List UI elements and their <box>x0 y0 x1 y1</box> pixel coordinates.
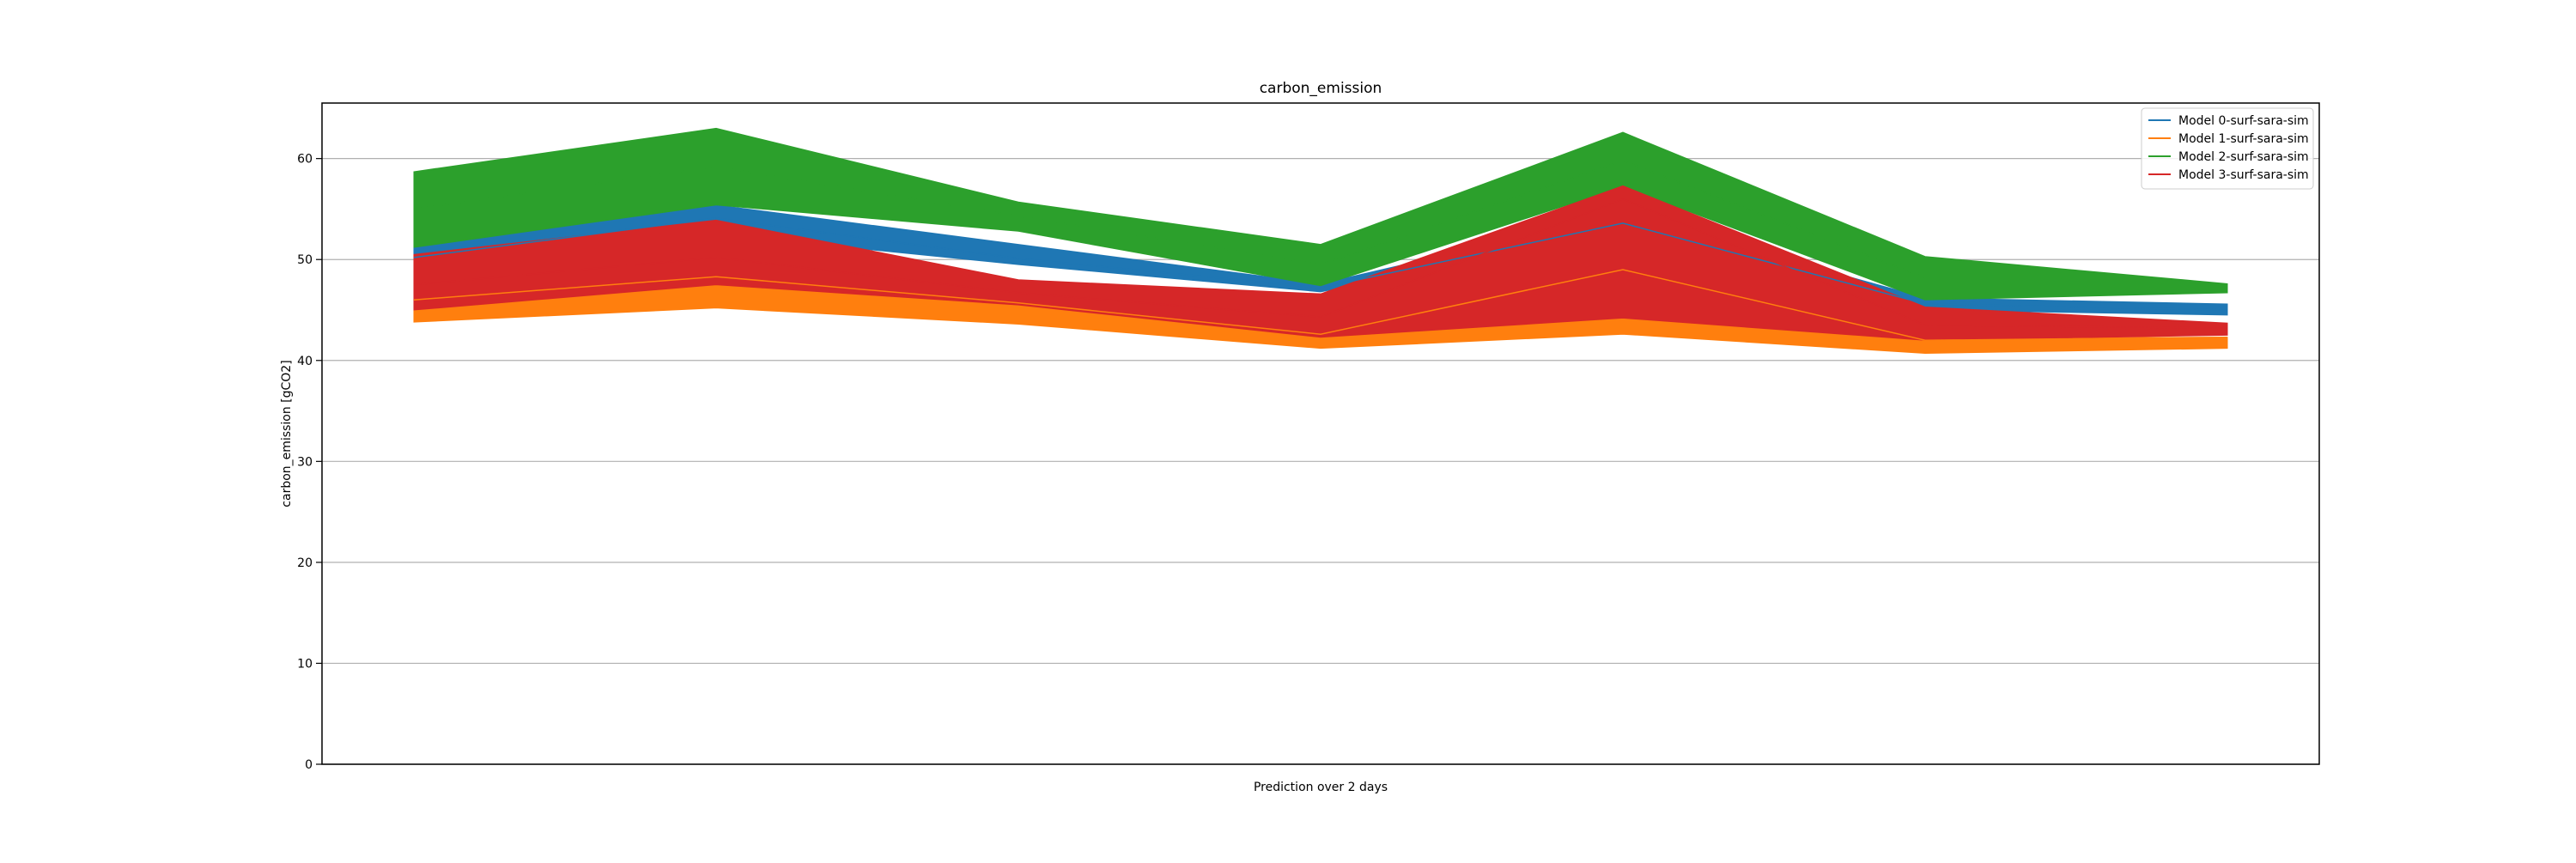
y-tick-label: 0 <box>305 758 313 772</box>
series-line <box>413 217 2228 311</box>
series-bands <box>413 127 2228 355</box>
series-line <box>413 160 2228 290</box>
series-band <box>413 185 2228 341</box>
legend-label: Model 1-surf-sara-sim <box>2178 132 2309 146</box>
series-band <box>413 127 2228 301</box>
axes-frame <box>321 102 2320 765</box>
legend: Model 0-surf-sara-sim Model 1-surf-sara-s… <box>2141 107 2314 190</box>
y-axis-label: carbon_emission [gCO2] <box>280 360 294 507</box>
y-axis-ticks: 0 10 20 30 40 50 60 <box>297 153 322 772</box>
legend-box <box>2141 107 2314 190</box>
y-tick-label: 10 <box>297 657 313 671</box>
series-lines <box>413 160 2228 342</box>
chart-title: carbon_emission <box>1260 80 1382 97</box>
series-line <box>413 269 2228 342</box>
legend-label: Model 3-surf-sara-sim <box>2178 168 2309 182</box>
y-tick-label: 20 <box>297 556 313 570</box>
legend-label: Model 0-surf-sara-sim <box>2178 114 2309 128</box>
x-axis-label: Prediction over 2 days <box>1254 781 1388 794</box>
y-tick-label: 40 <box>297 355 313 368</box>
y-tick-label: 50 <box>297 253 313 267</box>
series-line <box>413 198 2228 329</box>
y-tick-label: 30 <box>297 455 313 469</box>
legend-label: Model 2-surf-sara-sim <box>2178 150 2309 164</box>
y-tick-label: 60 <box>297 153 313 167</box>
